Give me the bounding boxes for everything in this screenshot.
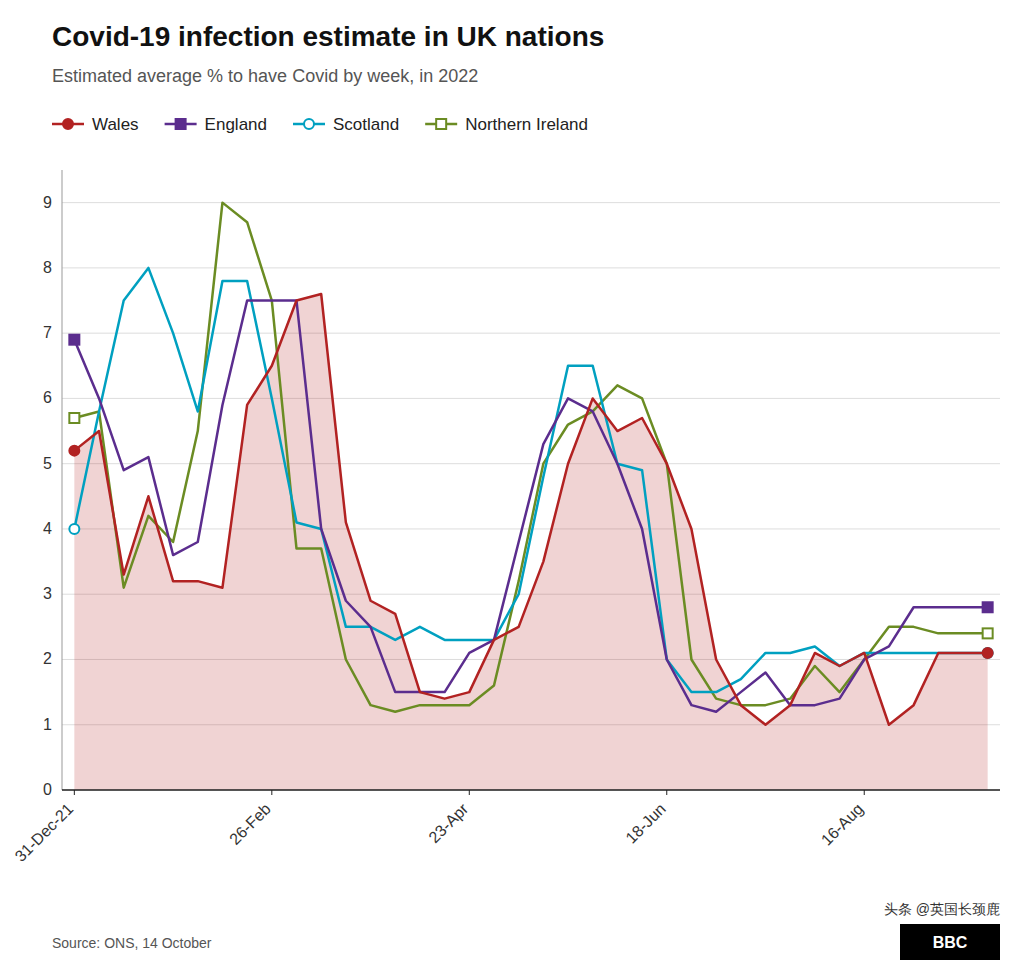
marker [63, 119, 73, 129]
y-tick-label: 3 [43, 585, 52, 602]
marker [983, 648, 993, 658]
marker [69, 413, 79, 423]
marker [983, 602, 993, 612]
grid [62, 203, 1000, 790]
y-axis-line [62, 170, 63, 790]
grid-line [62, 267, 1000, 268]
x-tick-label: 16-Aug [818, 800, 867, 849]
x-tick-label: 26-Feb [226, 800, 274, 848]
y-tick-label: 9 [43, 194, 52, 211]
logo-box [900, 924, 1000, 960]
marker [983, 628, 993, 638]
legend-item: Scotland [293, 115, 399, 134]
x-tick-label: 23-Apr [425, 800, 471, 846]
legend: Wales England Scotland Northern Ireland [52, 115, 588, 134]
x-tick [271, 790, 272, 795]
marker [69, 524, 79, 534]
logo-text: BBC [933, 934, 968, 951]
marker [304, 119, 314, 129]
marker [69, 335, 79, 345]
line [74, 203, 987, 712]
y-tick-label: 4 [43, 520, 52, 537]
x-tick [74, 790, 75, 795]
legend-item: Northern Ireland [425, 115, 588, 134]
legend-label: Wales [92, 115, 139, 134]
marker [436, 119, 446, 129]
legend-item: England [165, 115, 267, 134]
grid-line [62, 333, 1000, 334]
y-tick-label: 5 [43, 455, 52, 472]
y-tick-label: 8 [43, 259, 52, 276]
legend-label: England [205, 115, 267, 134]
line [74, 268, 987, 692]
area [74, 294, 987, 790]
x-tick-label: 31-Dec-21 [12, 800, 77, 865]
legend-label: Scotland [333, 115, 399, 134]
marker [983, 648, 993, 658]
y-tick-label: 7 [43, 324, 52, 341]
y-tick-label: 2 [43, 650, 52, 667]
y-tick-label: 6 [43, 389, 52, 406]
marker [176, 119, 186, 129]
grid-line [62, 202, 1000, 203]
x-tick [864, 790, 865, 795]
line [74, 294, 987, 725]
x-tick-label: 18-Jun [622, 800, 669, 847]
title: Covid-19 infection estimate in UK nation… [52, 21, 604, 52]
grid-line [62, 398, 1000, 399]
legend-label: Northern Ireland [465, 115, 588, 134]
x-tick [666, 790, 667, 795]
grid-line [62, 463, 1000, 464]
source: Source: ONS, 14 October [52, 935, 212, 951]
x-tick [469, 790, 470, 795]
grid-line [62, 528, 1000, 529]
y-tick-label: 0 [43, 781, 52, 798]
plot-area [69, 203, 992, 790]
grid-line [62, 790, 1000, 791]
watermark: 头条 @英国长颈鹿 [884, 901, 1000, 917]
x-axis-line [62, 789, 1000, 791]
line [74, 301, 987, 712]
legend-item: Wales [52, 115, 139, 134]
y-tick-label: 1 [43, 716, 52, 733]
marker [69, 446, 79, 456]
subtitle: Estimated average % to have Covid by wee… [52, 66, 478, 86]
chart: Covid-19 infection estimate in UK nation… [0, 0, 1024, 974]
